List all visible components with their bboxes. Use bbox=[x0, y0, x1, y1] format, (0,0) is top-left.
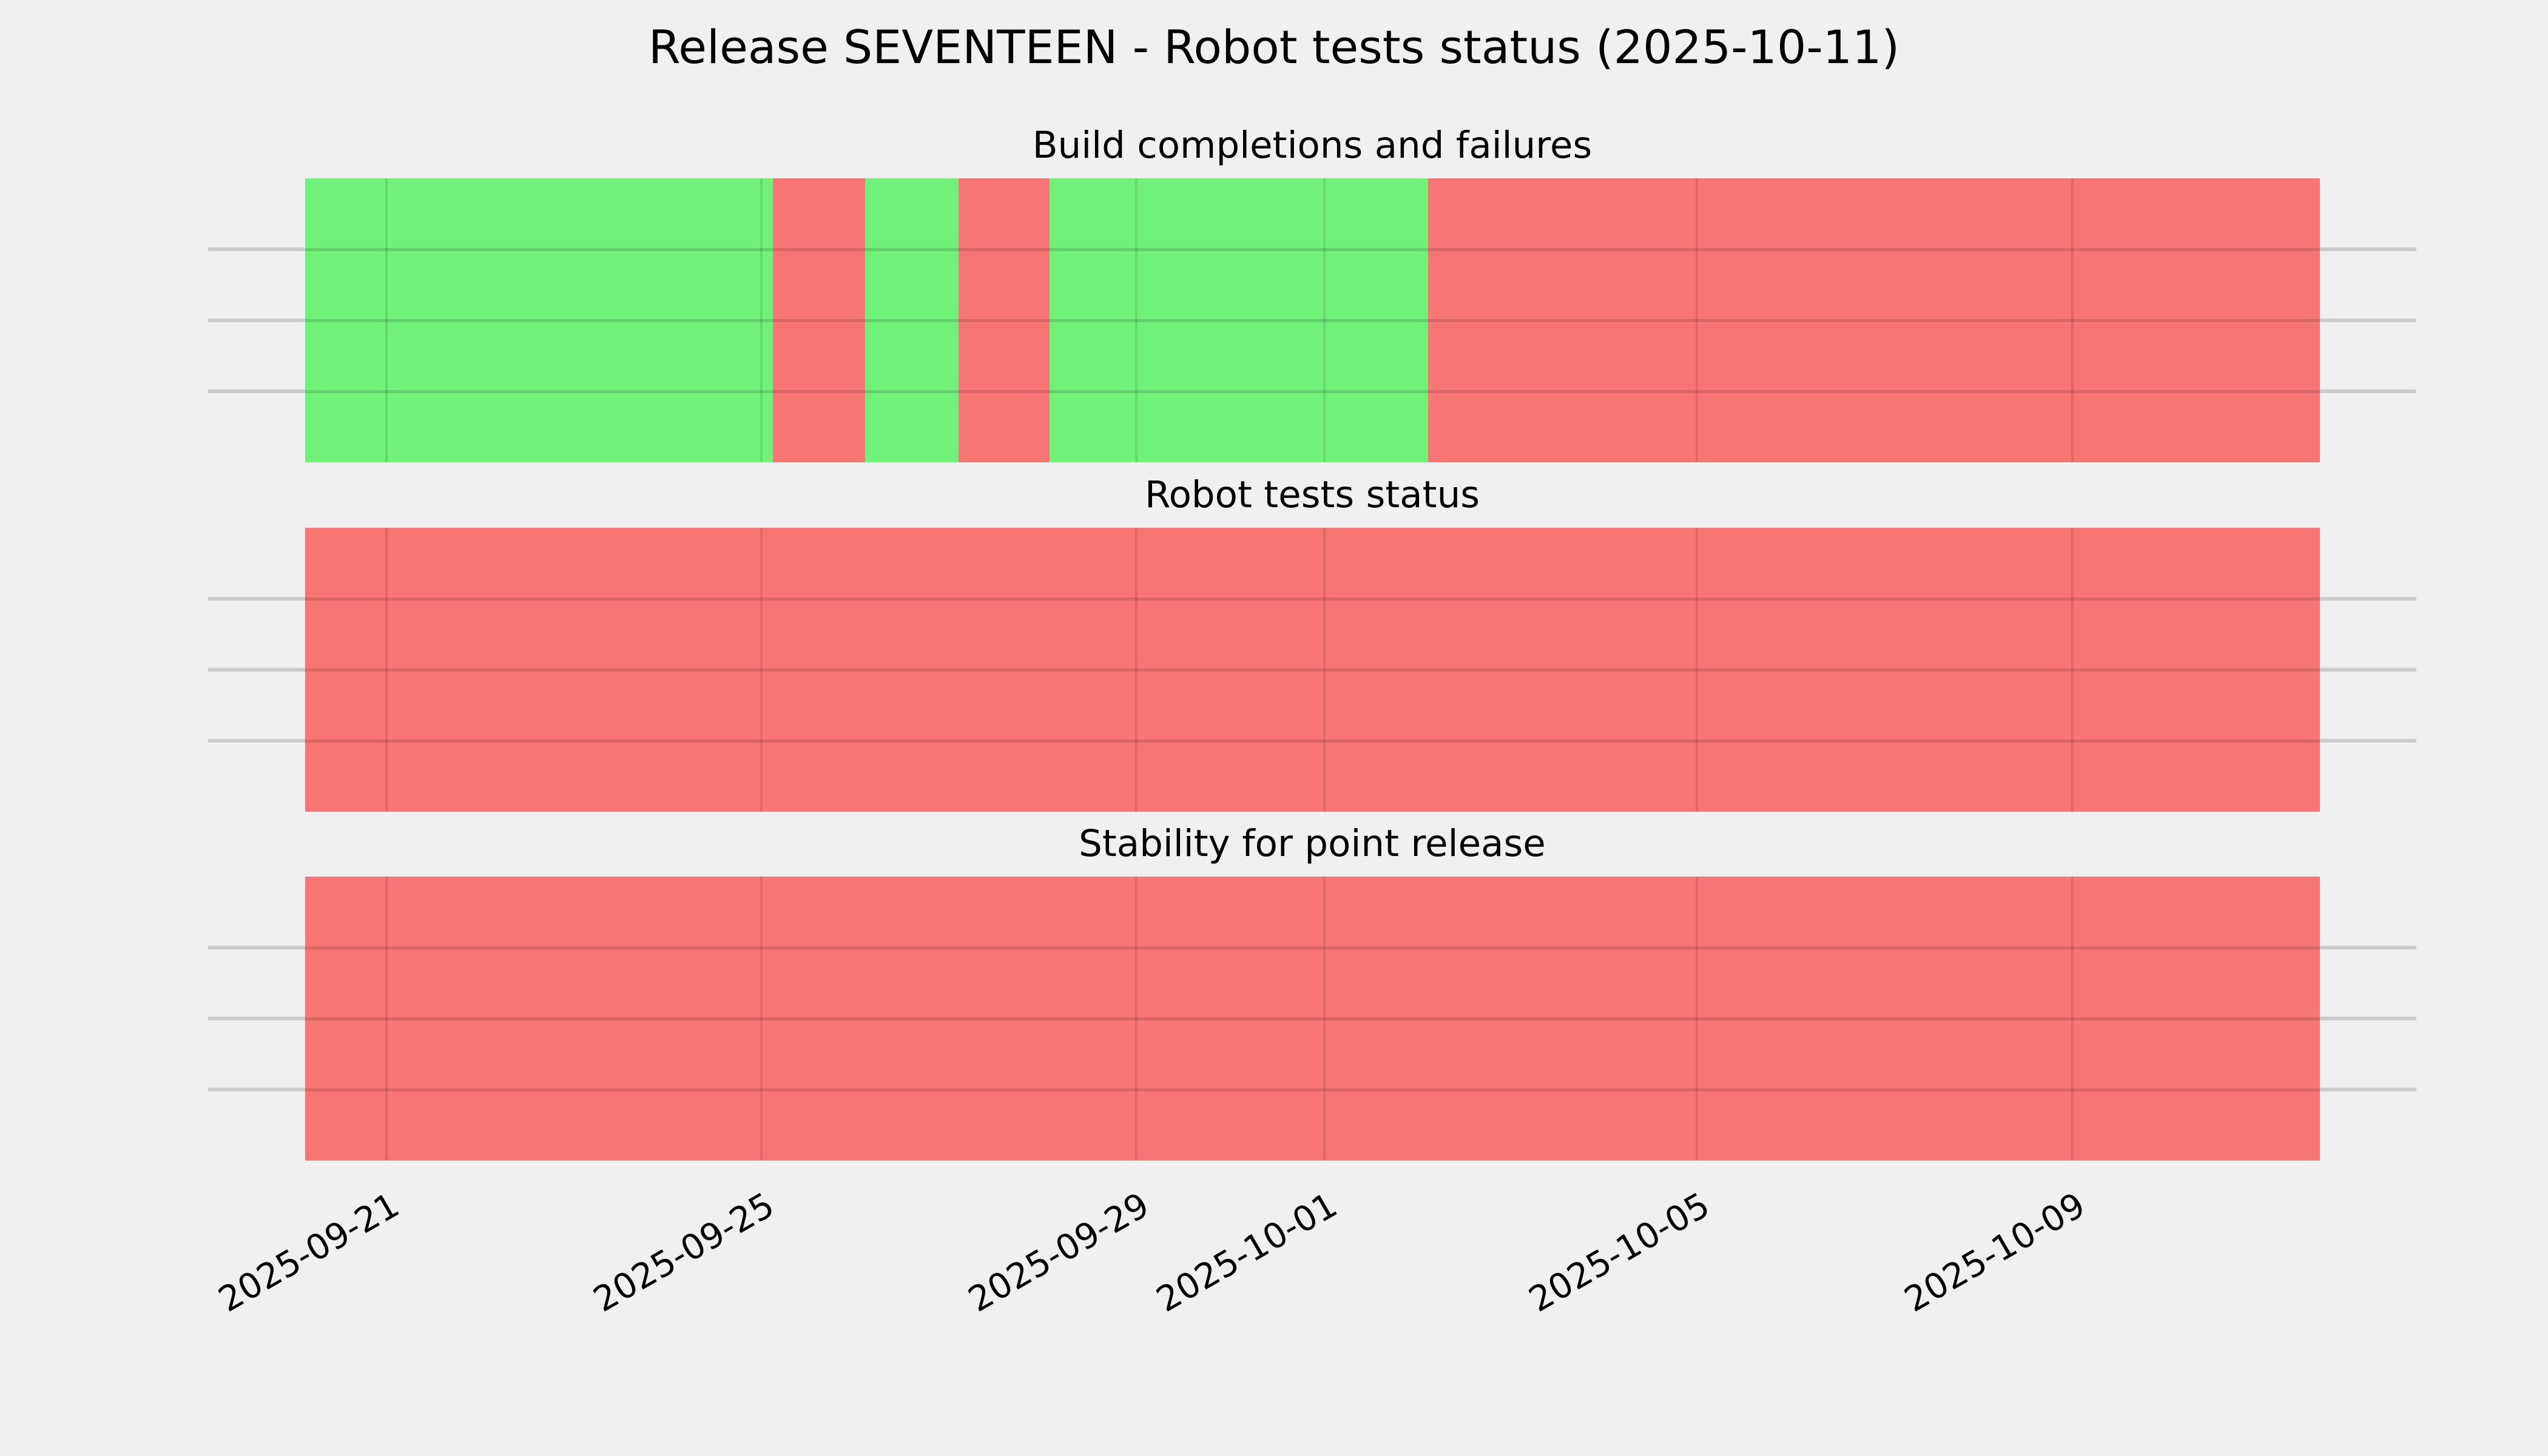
panel-axes bbox=[208, 877, 2416, 1161]
status-bar bbox=[305, 877, 2320, 1161]
h-gridline-over-bars bbox=[305, 248, 2320, 251]
x-tick-label: 2025-10-09 bbox=[1898, 1185, 2092, 1321]
status-segment-failure bbox=[959, 178, 1050, 462]
v-gridline bbox=[1696, 877, 1698, 1161]
v-gridline bbox=[385, 178, 388, 462]
h-gridline-over-bars bbox=[305, 946, 2320, 949]
v-gridline bbox=[760, 178, 763, 462]
v-gridline bbox=[2071, 528, 2074, 812]
status-bar bbox=[305, 528, 2320, 812]
x-tick-label: 2025-10-05 bbox=[1522, 1185, 1716, 1321]
status-segment-success bbox=[305, 178, 773, 462]
panel-axes bbox=[208, 528, 2416, 812]
status-segment-success bbox=[864, 178, 959, 462]
h-gridline-over-bars bbox=[305, 669, 2320, 672]
panel-subtitle: Build completions and failures bbox=[1032, 124, 1592, 167]
v-gridline bbox=[760, 528, 763, 812]
h-gridline-over-bars bbox=[305, 740, 2320, 743]
v-gridline bbox=[385, 528, 388, 812]
panel-subtitle: Stability for point release bbox=[1079, 822, 1546, 865]
v-gridline bbox=[1323, 178, 1326, 462]
v-gridline bbox=[1696, 178, 1698, 462]
v-gridline bbox=[1135, 528, 1138, 812]
v-gridline bbox=[1323, 528, 1326, 812]
status-segment-failure bbox=[305, 877, 2320, 1161]
v-gridline bbox=[2071, 178, 2074, 462]
status-bar bbox=[305, 178, 2320, 462]
v-gridline bbox=[1135, 877, 1138, 1161]
x-tick-label: 2025-09-29 bbox=[962, 1185, 1156, 1321]
h-gridline-over-bars bbox=[305, 1088, 2320, 1091]
h-gridline-over-bars bbox=[305, 319, 2320, 322]
v-gridline bbox=[1135, 178, 1138, 462]
x-tick-label: 2025-10-01 bbox=[1150, 1185, 1344, 1321]
status-segment-failure bbox=[1428, 178, 2320, 462]
chart-title: Release SEVENTEEN - Robot tests status (… bbox=[648, 20, 1900, 74]
x-tick-label: 2025-09-25 bbox=[587, 1185, 781, 1321]
h-gridline-over-bars bbox=[305, 390, 2320, 393]
v-gridline bbox=[760, 877, 763, 1161]
v-gridline bbox=[1323, 877, 1326, 1161]
panel-subtitle: Robot tests status bbox=[1144, 473, 1480, 516]
h-gridline-over-bars bbox=[305, 598, 2320, 601]
v-gridline bbox=[385, 877, 388, 1161]
panel-axes bbox=[208, 178, 2416, 462]
v-gridline bbox=[2071, 877, 2074, 1161]
v-gridline bbox=[1696, 528, 1698, 812]
status-segment-success bbox=[1050, 178, 1429, 462]
status-segment-failure bbox=[772, 178, 865, 462]
h-gridline-over-bars bbox=[305, 1017, 2320, 1020]
x-tick-label: 2025-09-21 bbox=[212, 1185, 406, 1321]
status-segment-failure bbox=[305, 528, 2320, 812]
